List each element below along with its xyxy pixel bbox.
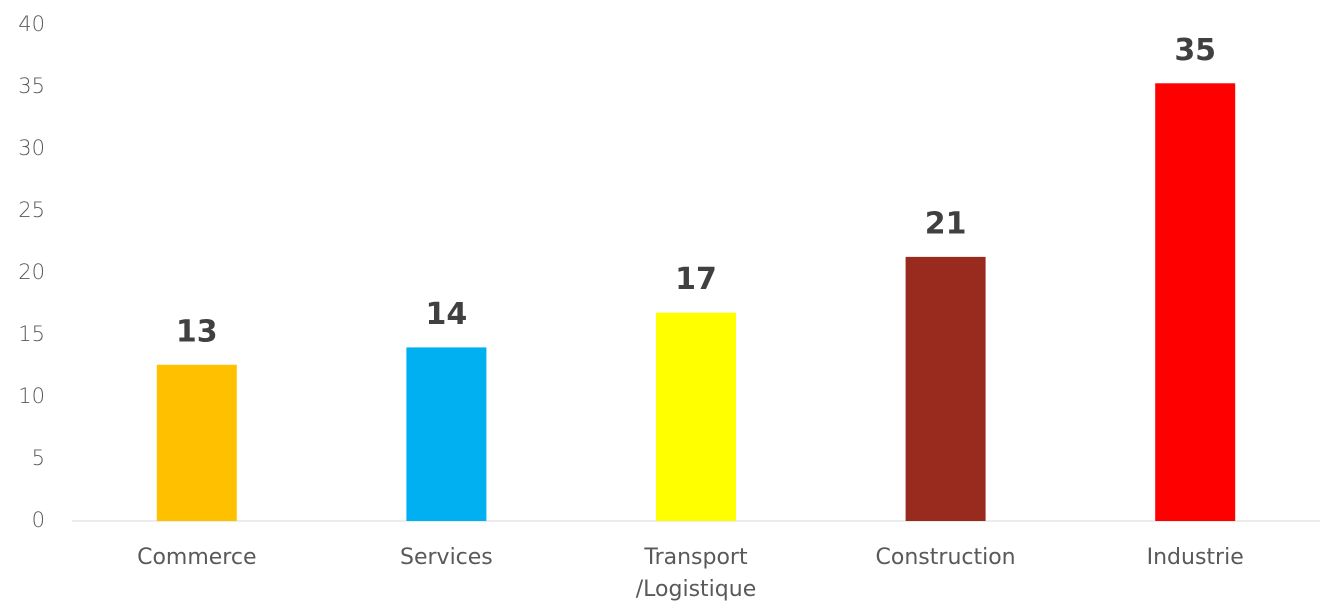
y-tick-label: 5 — [32, 446, 45, 470]
x-tick-label: Construction — [876, 545, 1016, 570]
bar — [406, 347, 487, 521]
x-tick-label: Transport/Logistique — [636, 545, 756, 602]
data-label: 14 — [426, 297, 468, 332]
bar — [905, 256, 986, 521]
y-tick-label: 10 — [18, 384, 45, 408]
y-tick-label: 15 — [18, 322, 45, 346]
bar — [656, 312, 736, 521]
y-tick-label: 35 — [18, 74, 45, 98]
data-label: 21 — [925, 206, 967, 241]
bar — [1155, 83, 1236, 521]
bar — [156, 364, 237, 521]
data-label: 35 — [1174, 33, 1216, 68]
y-tick-label: 25 — [18, 198, 45, 222]
y-tick-label: 0 — [32, 508, 45, 532]
x-tick-label: Services — [400, 545, 493, 570]
x-tick-label: Industrie — [1147, 545, 1244, 570]
data-label: 13 — [176, 314, 218, 349]
x-tick-label: Commerce — [137, 545, 256, 570]
y-tick-label: 40 — [18, 12, 45, 36]
y-tick-label: 30 — [18, 136, 45, 160]
y-tick-label: 20 — [18, 260, 45, 284]
data-label: 17 — [675, 262, 717, 297]
